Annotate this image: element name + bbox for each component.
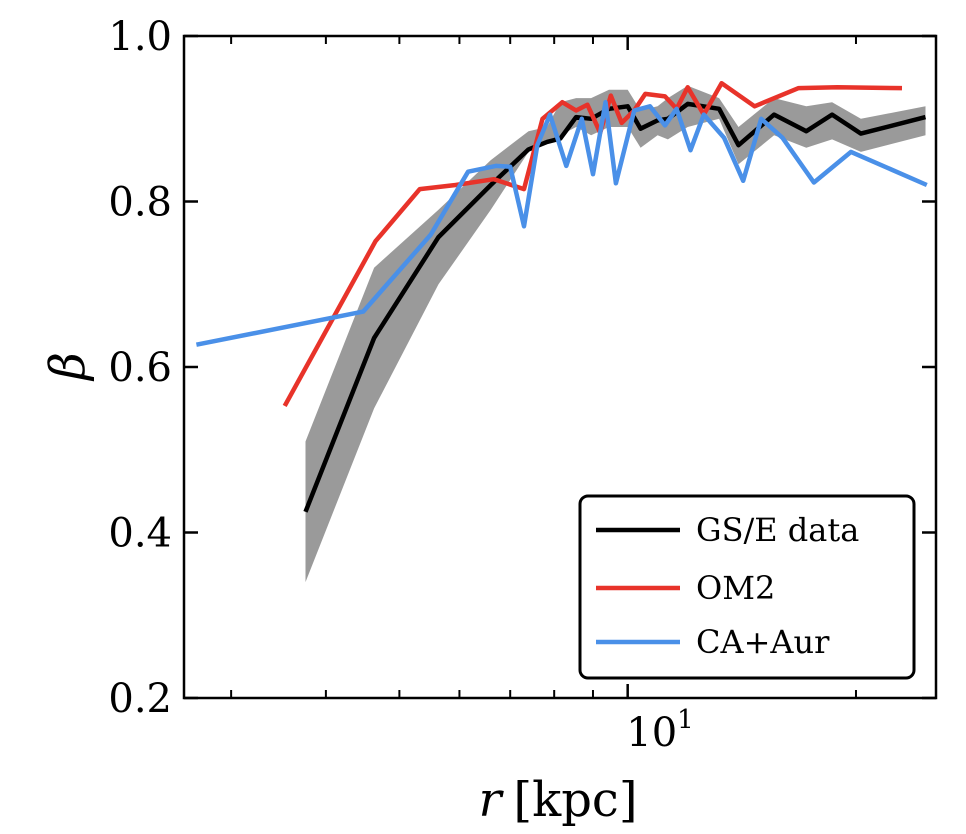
legend-label-ca-aur: CA+Aur — [696, 623, 830, 661]
x-tick-label-exponent: 1 — [677, 705, 694, 735]
y-tick-label: 1.0 — [108, 14, 172, 60]
x-axis-variable: r — [478, 772, 504, 828]
y-tick-label: 0.4 — [108, 511, 172, 557]
y-tick-label: 0.8 — [108, 180, 172, 226]
y-axis-title: β — [40, 352, 96, 382]
legend-box — [578, 494, 916, 680]
series-line-ca-aur — [195, 99, 928, 347]
y-tick-label: 0.6 — [108, 345, 172, 391]
series-layer — [195, 80, 928, 513]
y-tick-label: 0.2 — [108, 676, 172, 722]
x-axis-unit: [kpc] — [513, 772, 637, 828]
legend-label-gs-e-data: GS/E data — [696, 511, 859, 549]
legend: GS/E data OM2 CA+Aur — [578, 494, 916, 680]
error-band — [305, 85, 926, 583]
series-line-om2 — [282, 80, 903, 407]
error-band-layer — [305, 85, 926, 583]
x-tick-label-major: 101 — [626, 705, 693, 756]
legend-label-om2: OM2 — [696, 569, 775, 607]
y-tick-labels: 0.2 0.4 0.6 0.8 1.0 — [108, 14, 172, 722]
x-axis-title: r [kpc] — [478, 772, 637, 828]
x-tick-label-base: 10 — [626, 710, 677, 756]
tick-layer — [184, 34, 936, 700]
